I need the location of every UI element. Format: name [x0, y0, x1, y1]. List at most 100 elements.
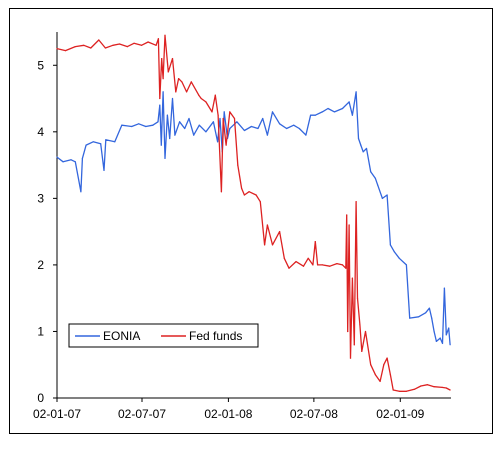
data-point-eonia [341, 107, 344, 110]
data-point-eonia [105, 139, 107, 141]
x-tick-label: 02-01-08 [204, 407, 252, 421]
data-point-fed-funds [198, 94, 200, 96]
data-point-eonia [310, 114, 312, 116]
data-point-eonia [351, 114, 353, 116]
data-point-eonia [162, 91, 164, 93]
data-point-fed-funds [302, 265, 305, 267]
data-point-eonia [355, 91, 357, 93]
data-point-fed-funds [413, 388, 415, 390]
data-point-fed-funds [271, 244, 274, 246]
data-point-eonia [370, 171, 372, 173]
data-point-eonia [418, 316, 420, 318]
data-point-fed-funds [364, 330, 367, 333]
y-axis-ticks: 0 1 2 3 4 5 [37, 58, 57, 405]
data-point-fed-funds [164, 34, 166, 36]
data-point-eonia [333, 111, 336, 113]
data-point-fed-funds [161, 58, 163, 60]
data-point-fed-funds [181, 81, 183, 83]
data-point-eonia [431, 317, 433, 319]
data-point-fed-funds [126, 46, 128, 48]
data-point-eonia [365, 147, 368, 150]
data-point-eonia [425, 312, 427, 314]
data-point-eonia [266, 134, 268, 136]
series-lines [56, 34, 451, 392]
data-point-fed-funds [264, 244, 266, 246]
data-point-eonia [164, 157, 166, 159]
data-point-eonia [174, 134, 176, 136]
data-point-eonia [223, 111, 225, 113]
data-point-eonia [121, 124, 123, 126]
data-point-eonia [279, 123, 281, 125]
data-point-fed-funds [383, 364, 385, 366]
data-point-fed-funds [405, 390, 407, 392]
data-point-eonia [262, 117, 264, 120]
data-point-fed-funds [329, 265, 331, 267]
data-point-eonia [184, 127, 186, 130]
data-point-fed-funds [389, 374, 391, 376]
data-point-fed-funds [178, 78, 180, 80]
data-point-fed-funds [90, 47, 92, 49]
data-point-fed-funds [211, 111, 213, 113]
data-point-eonia [157, 121, 159, 123]
data-point-fed-funds [426, 384, 429, 386]
data-point-fed-funds [288, 267, 290, 269]
data-point-eonia [381, 197, 383, 199]
data-point-eonia [314, 114, 316, 116]
data-point-fed-funds [222, 117, 224, 120]
data-point-eonia [100, 143, 102, 145]
data-point-fed-funds [229, 111, 231, 113]
data-point-eonia [188, 117, 190, 120]
data-point-fed-funds [83, 44, 85, 46]
data-point-eonia [212, 121, 214, 123]
legend: EONIA Fed funds [68, 323, 259, 348]
data-point-eonia [286, 127, 288, 130]
data-point-eonia [236, 121, 238, 123]
data-point-fed-funds [147, 41, 149, 43]
data-point-fed-funds [241, 187, 243, 189]
data-point-fed-funds [317, 264, 319, 266]
data-point-eonia [439, 337, 441, 339]
data-point-eonia [103, 169, 105, 171]
data-point-eonia [357, 137, 360, 140]
data-point-fed-funds [162, 78, 164, 80]
y-tick-label: 2 [37, 258, 44, 272]
data-point-eonia [445, 334, 447, 336]
data-point-fed-funds [74, 46, 76, 48]
x-tick-label: 02-01-07 [33, 407, 81, 421]
data-point-eonia [257, 127, 259, 130]
x-tick-label: 02-01-09 [376, 407, 424, 421]
data-point-fed-funds [167, 71, 169, 73]
data-point-eonia [62, 161, 64, 163]
data-point-fed-funds [312, 264, 314, 266]
data-point-fed-funds [349, 357, 352, 359]
data-point-fed-funds [449, 389, 451, 391]
data-point-fed-funds [155, 44, 157, 46]
data-point-fed-funds [321, 264, 323, 266]
data-point-fed-funds [64, 50, 67, 52]
data-point-eonia [80, 191, 82, 193]
data-point-fed-funds [157, 38, 159, 40]
data-point-eonia [448, 327, 450, 329]
data-point-eonia [152, 124, 154, 126]
data-point-eonia [433, 330, 435, 333]
data-point-fed-funds [355, 201, 357, 203]
data-point-eonia [160, 144, 162, 146]
data-point-fed-funds [398, 390, 400, 392]
data-point-fed-funds [200, 97, 202, 100]
x-tick-label: 02-07-08 [290, 407, 338, 421]
data-point-eonia [428, 307, 430, 309]
data-point-eonia [169, 137, 171, 140]
data-point-eonia [374, 177, 376, 179]
data-point-fed-funds [359, 324, 361, 326]
data-point-eonia [393, 251, 395, 253]
data-point-eonia [250, 125, 252, 128]
data-point-fed-funds [112, 44, 114, 46]
data-point-fed-funds [214, 94, 216, 96]
y-tick-label: 3 [37, 191, 44, 205]
data-point-fed-funds [56, 48, 58, 50]
data-point-eonia [327, 107, 329, 110]
data-point-eonia [171, 97, 174, 100]
data-point-fed-funds [140, 44, 143, 46]
data-point-eonia [443, 287, 445, 289]
